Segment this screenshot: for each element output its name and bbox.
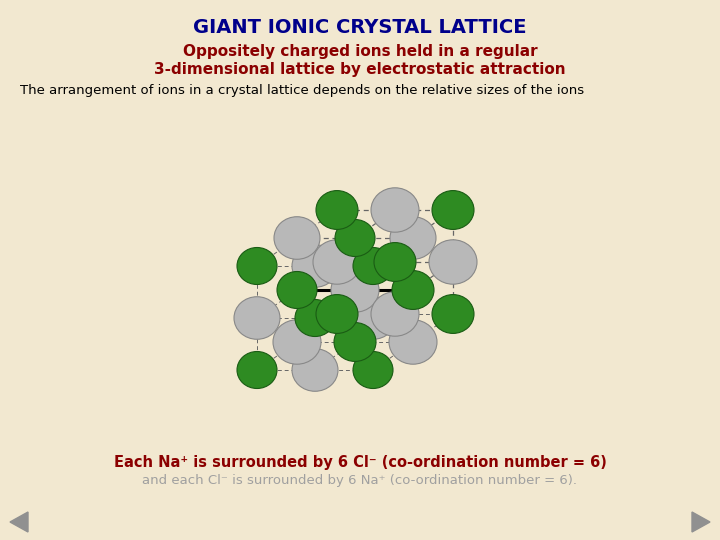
Polygon shape bbox=[10, 512, 28, 532]
Ellipse shape bbox=[429, 240, 477, 284]
Text: 3-dimensional lattice by electrostatic attraction: 3-dimensional lattice by electrostatic a… bbox=[154, 62, 566, 77]
Ellipse shape bbox=[335, 219, 375, 256]
Polygon shape bbox=[692, 512, 710, 532]
Text: Oppositely charged ions held in a regular: Oppositely charged ions held in a regula… bbox=[183, 44, 537, 59]
Text: The arrangement of ions in a crystal lattice depends on the relative sizes of th: The arrangement of ions in a crystal lat… bbox=[20, 84, 584, 97]
Ellipse shape bbox=[274, 217, 320, 259]
Ellipse shape bbox=[237, 247, 277, 285]
Ellipse shape bbox=[392, 271, 434, 309]
Ellipse shape bbox=[389, 320, 437, 364]
Ellipse shape bbox=[313, 240, 361, 284]
Ellipse shape bbox=[292, 245, 338, 287]
Ellipse shape bbox=[334, 322, 376, 361]
Text: GIANT IONIC CRYSTAL LATTICE: GIANT IONIC CRYSTAL LATTICE bbox=[193, 18, 527, 37]
Ellipse shape bbox=[237, 352, 277, 388]
Ellipse shape bbox=[353, 352, 393, 388]
Ellipse shape bbox=[390, 217, 436, 259]
Ellipse shape bbox=[295, 300, 335, 336]
Ellipse shape bbox=[374, 242, 416, 281]
Ellipse shape bbox=[234, 296, 280, 339]
Ellipse shape bbox=[350, 296, 396, 339]
Ellipse shape bbox=[331, 268, 379, 312]
Ellipse shape bbox=[316, 191, 358, 229]
Ellipse shape bbox=[273, 320, 321, 364]
Ellipse shape bbox=[277, 272, 317, 308]
Ellipse shape bbox=[316, 295, 358, 333]
Ellipse shape bbox=[432, 191, 474, 229]
Ellipse shape bbox=[292, 349, 338, 392]
Ellipse shape bbox=[371, 188, 419, 232]
Ellipse shape bbox=[371, 292, 419, 336]
Text: Each Na⁺ is surrounded by 6 Cl⁻ (co-ordination number = 6): Each Na⁺ is surrounded by 6 Cl⁻ (co-ordi… bbox=[114, 455, 606, 470]
Ellipse shape bbox=[353, 247, 393, 285]
Ellipse shape bbox=[432, 295, 474, 333]
Text: and each Cl⁻ is surrounded by 6 Na⁺ (co-ordination number = 6).: and each Cl⁻ is surrounded by 6 Na⁺ (co-… bbox=[143, 474, 577, 487]
